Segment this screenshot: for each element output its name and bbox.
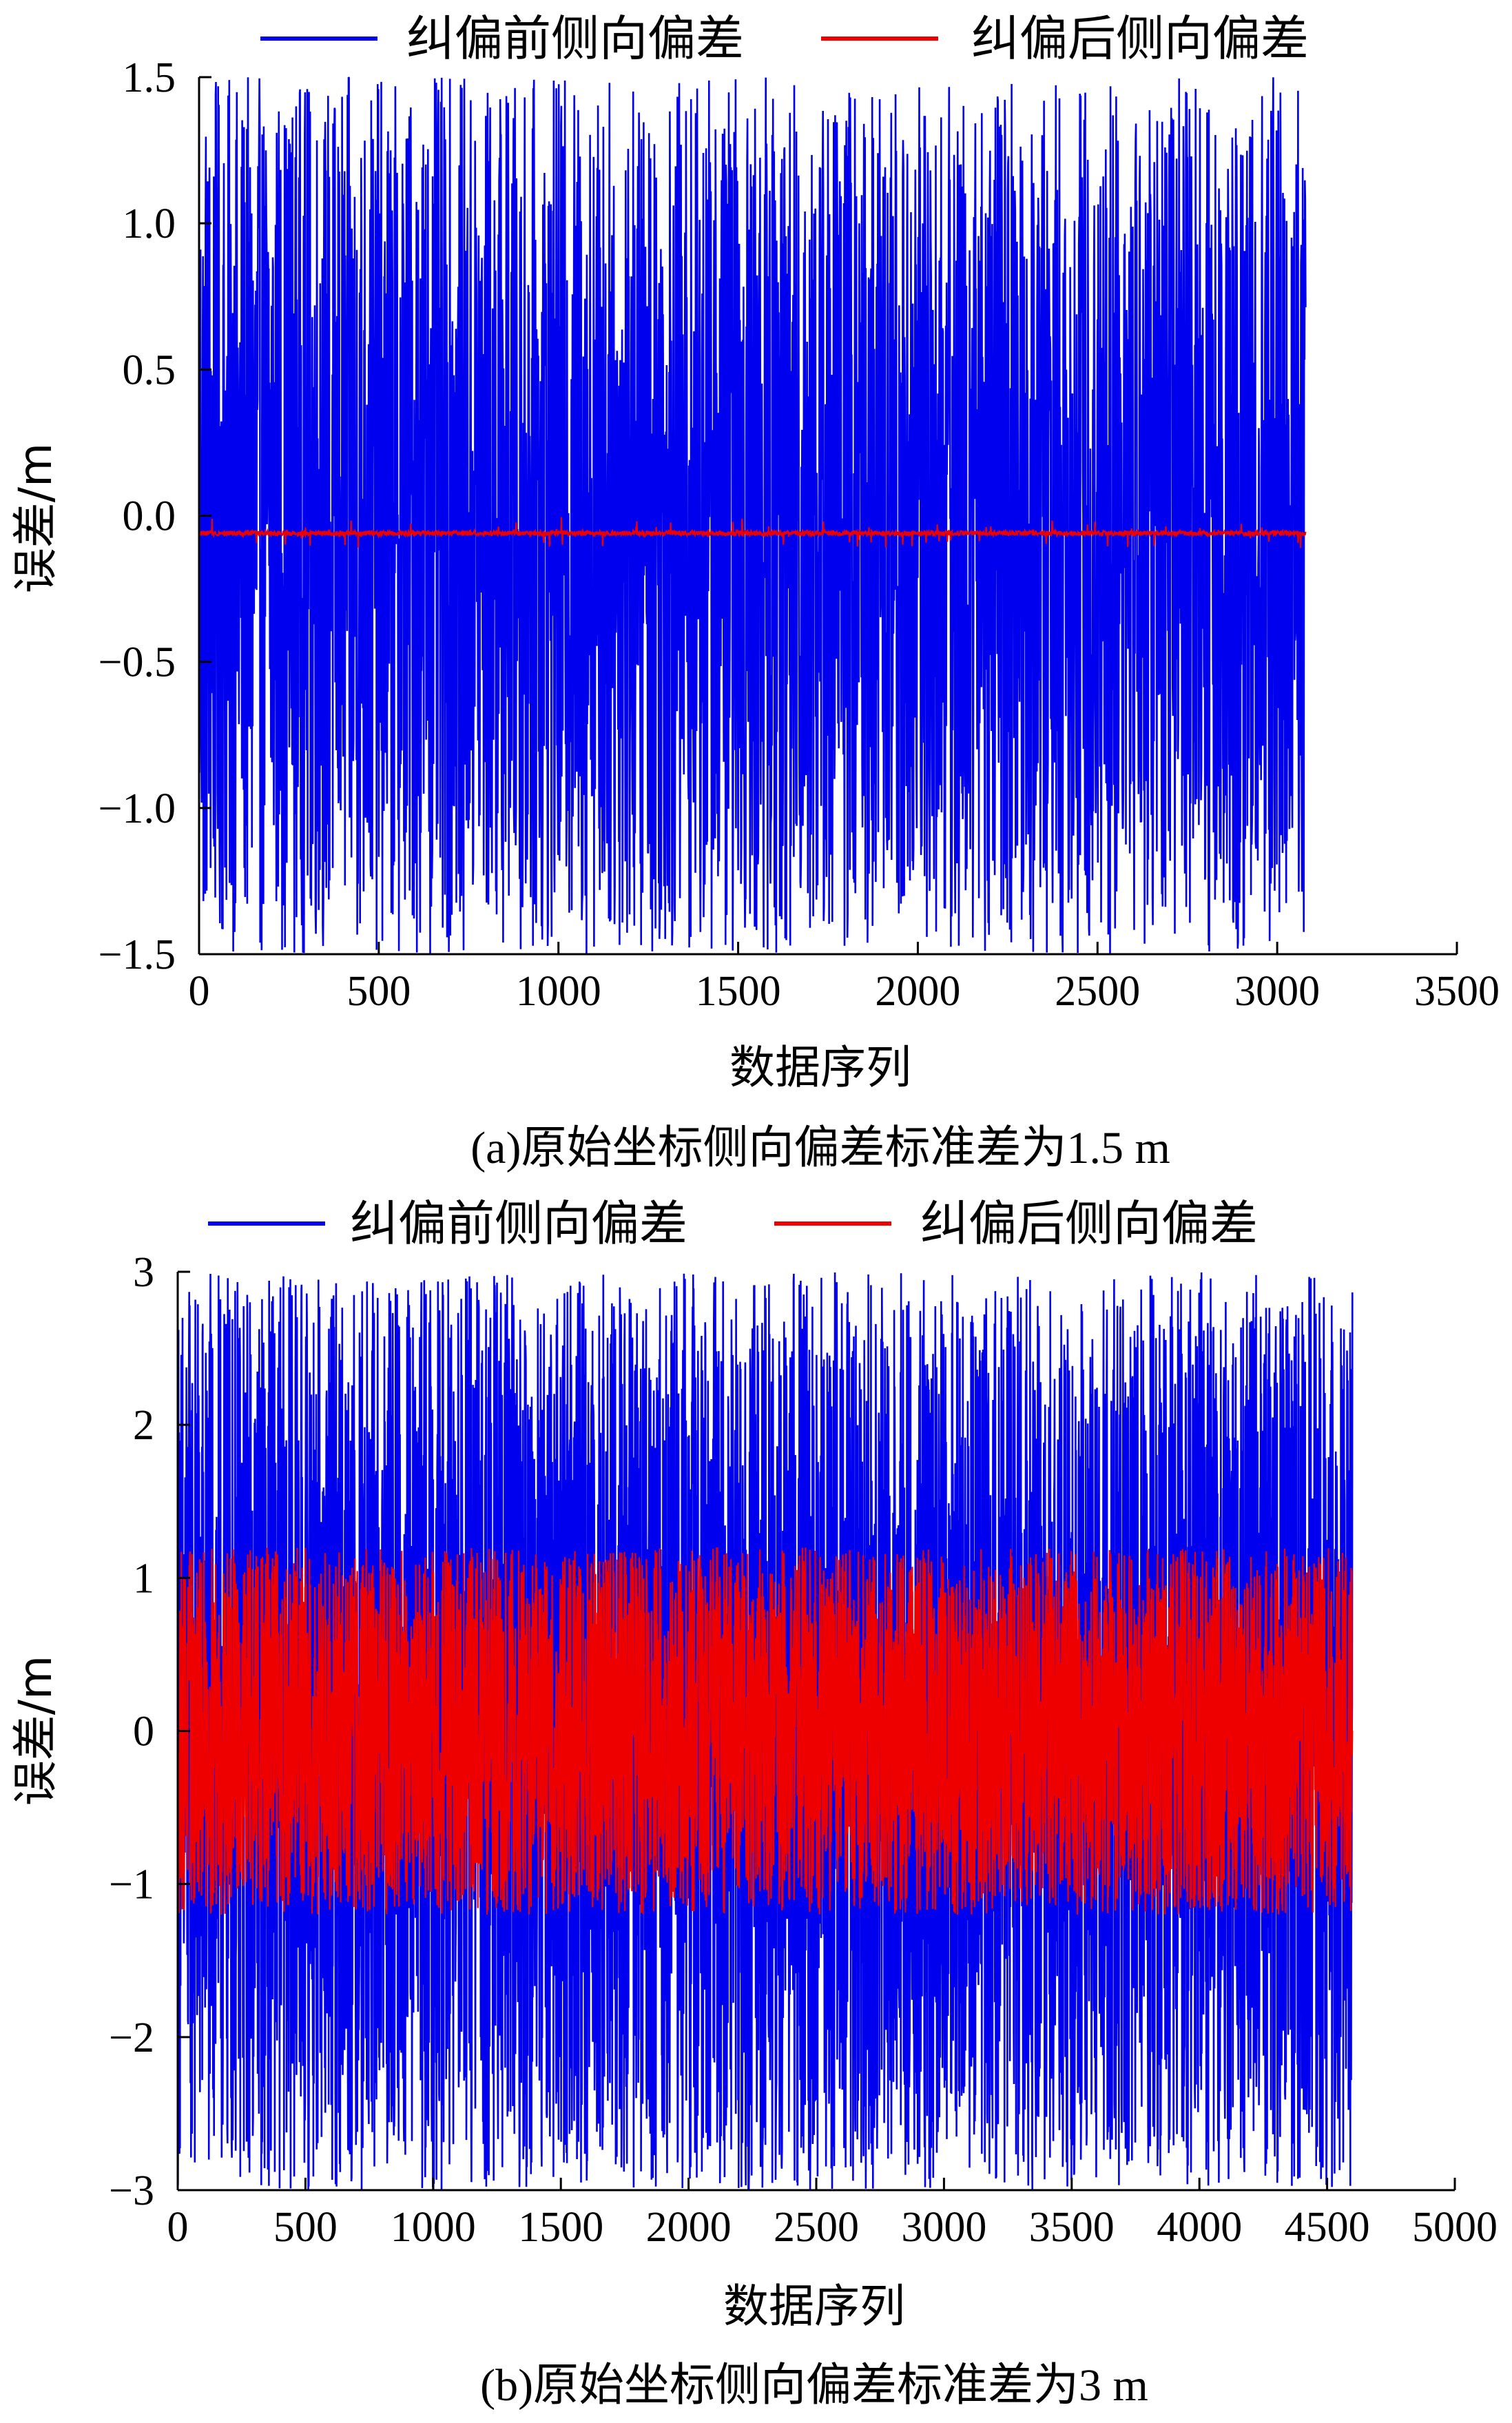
legend-label-after: 纠偏后侧向偏差 xyxy=(971,10,1309,67)
y-tick-label: 1.0 xyxy=(123,200,176,247)
x-tick-label: 3000 xyxy=(1234,968,1320,1015)
x-tick-label: 1500 xyxy=(696,968,781,1015)
y-tick-label: 0.5 xyxy=(123,347,176,393)
y-tick-label: 0 xyxy=(133,1709,154,1755)
legend-label-before: 纠偏前侧向偏差 xyxy=(406,10,744,67)
x-tick-label: 500 xyxy=(273,2204,338,2251)
y-tick-label: 3 xyxy=(133,1249,154,1296)
x-tick-labels: 0 500 1000 1500 2000 2500 3000 3500 xyxy=(189,968,1500,1015)
series-line-after xyxy=(176,1547,1354,1915)
chart-caption: (b)原始坐标侧向偏差标准差为3 m xyxy=(480,2360,1148,2411)
y-axis-label: 误差/m xyxy=(9,443,62,594)
x-tick-label: 1500 xyxy=(518,2204,603,2251)
x-tick-label: 3000 xyxy=(901,2204,986,2251)
y-tick-labels: 1.5 1.0 0.5 0.0 −0.5 −1.0 −1.5 xyxy=(99,54,176,978)
y-tick-label: −1.5 xyxy=(99,931,176,978)
series-line-before xyxy=(198,76,1307,955)
legend-label-before: 纠偏前侧向偏差 xyxy=(350,1195,687,1252)
x-tick-label: 2000 xyxy=(875,968,960,1015)
x-tick-label: 2500 xyxy=(774,2204,859,2251)
x-tick-label: 4000 xyxy=(1157,2204,1242,2251)
x-tick-label: 4500 xyxy=(1285,2204,1370,2251)
y-tick-label: 2 xyxy=(133,1402,154,1449)
y-tick-label: −2 xyxy=(109,2014,154,2061)
legend: 纠偏前侧向偏差 纠偏后侧向偏差 xyxy=(260,10,1309,67)
chart-caption: (a)原始坐标侧向偏差标准差为1.5 m xyxy=(470,1123,1170,1173)
y-tick-label: 1.5 xyxy=(123,54,176,101)
x-tick-label: 500 xyxy=(346,968,411,1015)
x-tick-label: 1000 xyxy=(516,968,601,1015)
y-axis-label: 误差/m xyxy=(9,1656,62,1806)
series-layer xyxy=(176,1272,1354,2190)
y-tick-label: 0.0 xyxy=(123,493,176,540)
series-line-after xyxy=(198,517,1307,548)
x-tick-label: 0 xyxy=(167,2204,189,2251)
x-tick-label: 1000 xyxy=(391,2204,476,2251)
y-tick-label: −3 xyxy=(109,2167,154,2214)
x-tick-label: 3500 xyxy=(1414,968,1500,1015)
chart-panel-b: 纠偏前侧向偏差 纠偏后侧向偏差 0 500 1000 1500 2000 2500 3000… xyxy=(9,1195,1498,2411)
x-tick-label: 5000 xyxy=(1412,2204,1498,2251)
chart-panel-a: 纠偏前侧向偏差 纠偏后侧向偏差 0 500 1000 1500 2000 2500 3000… xyxy=(9,10,1500,1173)
series-layer xyxy=(198,76,1307,955)
legend: 纠偏前侧向偏差 纠偏后侧向偏差 xyxy=(208,1195,1258,1252)
y-tick-label: −1.0 xyxy=(99,785,176,832)
y-tick-label: 1 xyxy=(133,1555,154,1602)
x-tick-labels: 0 500 1000 1500 2000 2500 3000 3500 4000 4500 5000 xyxy=(167,2204,1498,2251)
x-axis-label: 数据序列 xyxy=(729,1041,911,1094)
y-tick-label: −1 xyxy=(109,1862,154,1908)
x-tick-label: 2500 xyxy=(1055,968,1140,1015)
legend-label-after: 纠偏后侧向偏差 xyxy=(920,1195,1258,1252)
y-tick-label: −0.5 xyxy=(99,639,176,686)
axes xyxy=(198,76,1458,956)
y-tick-labels: 3 2 1 0 −1 −2 −3 xyxy=(109,1249,154,2214)
x-tick-label: 0 xyxy=(189,968,210,1015)
x-tick-label: 3500 xyxy=(1029,2204,1115,2251)
x-tick-label: 2000 xyxy=(646,2204,732,2251)
axes xyxy=(176,1270,1456,2192)
x-axis-label: 数据序列 xyxy=(723,2280,905,2333)
